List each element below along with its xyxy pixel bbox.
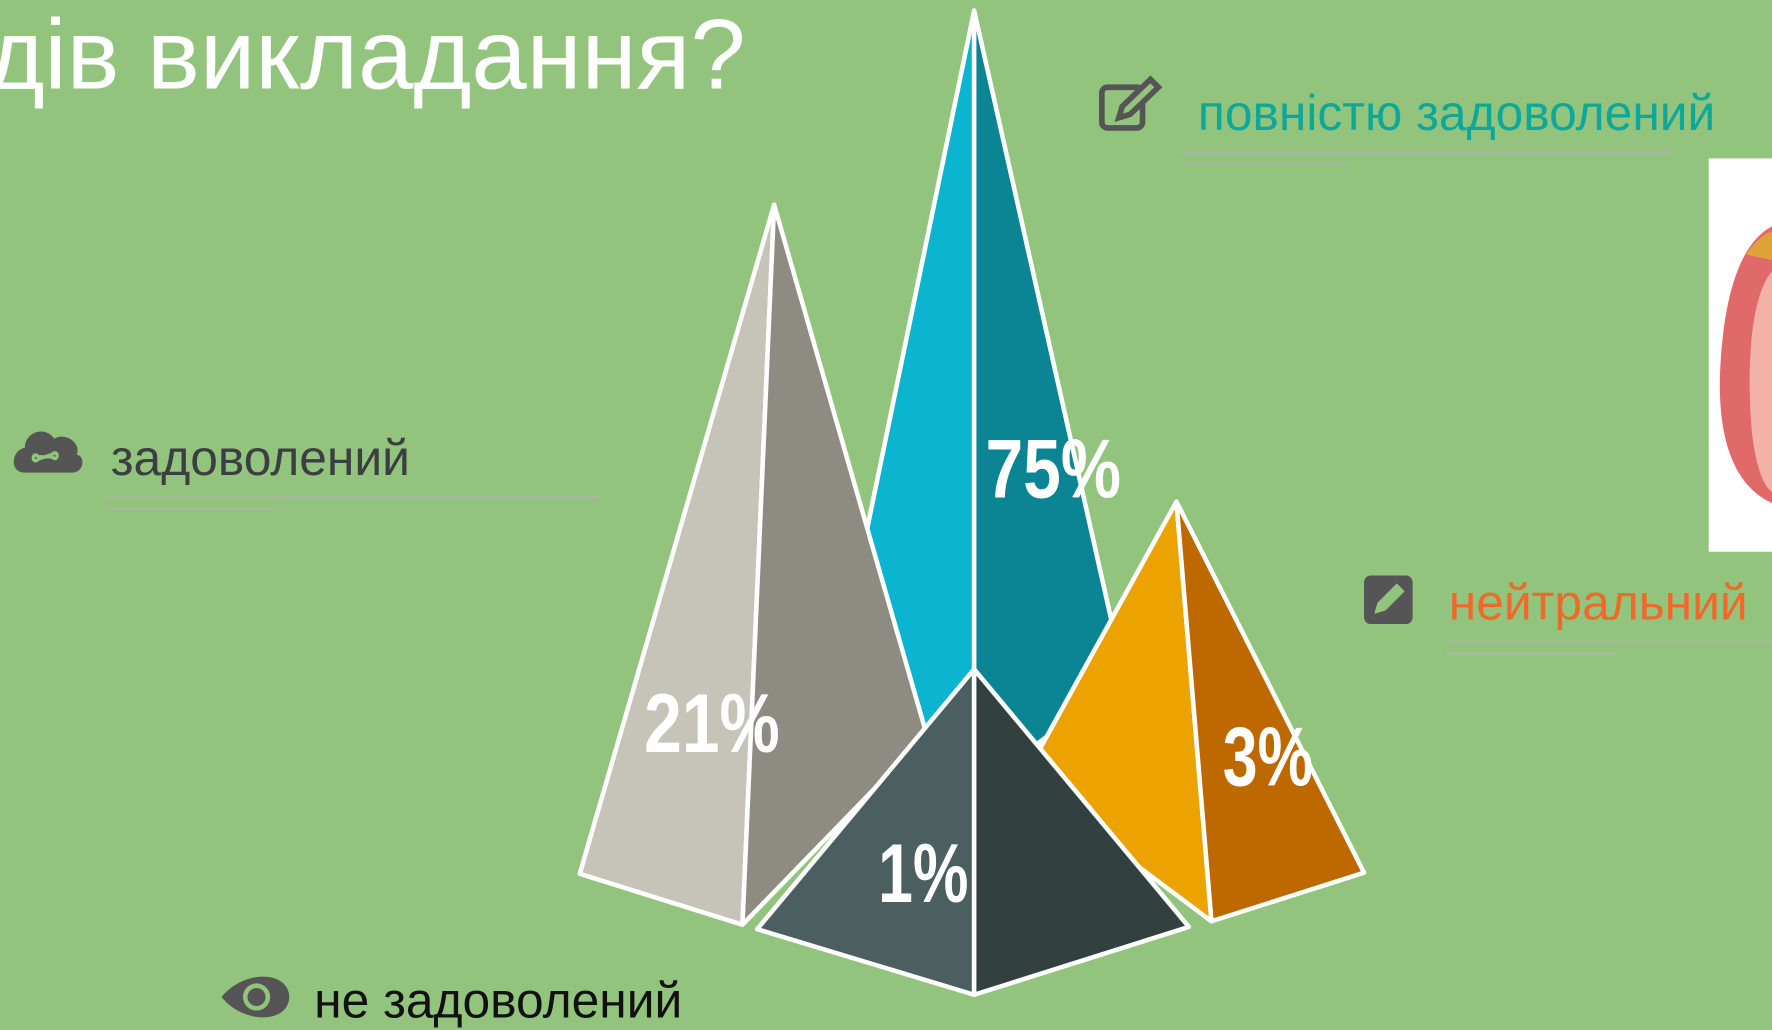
- legend-label: не задоволений: [314, 972, 682, 1028]
- value-label: 21%: [644, 676, 780, 770]
- pyramid-right-face: [971, 666, 1192, 997]
- value-label: 75%: [985, 421, 1121, 515]
- photo: [1708, 158, 1772, 552]
- value-label: 1%: [878, 826, 968, 920]
- legend-label: повністю задоволений: [1198, 85, 1715, 141]
- pyramid-right-face: [740, 202, 929, 927]
- eye-icon: [221, 976, 290, 1018]
- chart-title: дів викладання?: [0, 0, 746, 110]
- pencil-icon: [1364, 575, 1413, 625]
- legend-label: задоволений: [111, 430, 410, 486]
- cloud-icon: [13, 431, 83, 473]
- edit-icon: [1099, 75, 1163, 131]
- value-label: 3%: [1223, 710, 1313, 804]
- legend-label: нейтральний: [1449, 575, 1748, 631]
- pyramid-right-face: [1174, 499, 1367, 924]
